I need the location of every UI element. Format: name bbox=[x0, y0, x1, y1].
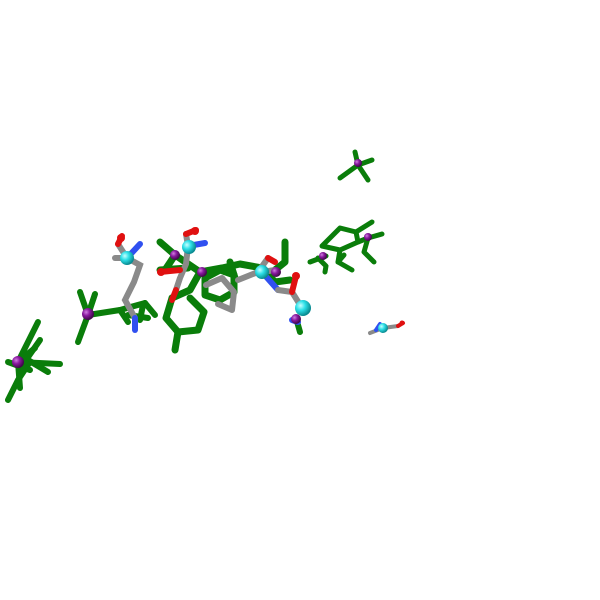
oxygen-atom-5 bbox=[399, 320, 405, 326]
backbone-grey-central bbox=[157, 227, 278, 313]
ca-atom-right bbox=[364, 233, 372, 241]
ca-atom-green-4 bbox=[291, 314, 301, 324]
ca-atom-grey-4 bbox=[295, 300, 311, 316]
ca-atom-grey-1 bbox=[120, 251, 134, 265]
ca-atom-grey-3 bbox=[255, 265, 269, 279]
ca-atom-green-1 bbox=[170, 250, 180, 260]
oxygen-atom-4 bbox=[292, 272, 300, 280]
ca-atom-right-2 bbox=[319, 252, 327, 260]
ca-atom-mid bbox=[82, 308, 94, 320]
residue-right-aromatic bbox=[307, 219, 385, 275]
ca-atom-left bbox=[12, 356, 24, 368]
oxygen-atom-3 bbox=[157, 268, 165, 276]
ca-atom-green-3 bbox=[271, 267, 281, 277]
oxygen-atom-2 bbox=[191, 227, 199, 235]
ca-atom-green-2 bbox=[197, 267, 207, 277]
ca-atom-top-right bbox=[354, 159, 362, 167]
ca-atom-grey-2 bbox=[182, 240, 196, 254]
ca-atom-far-right bbox=[378, 323, 388, 333]
oxygen-atom-1 bbox=[117, 234, 125, 242]
